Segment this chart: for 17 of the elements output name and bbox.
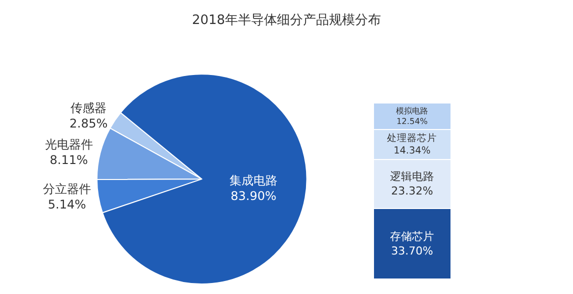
slice-label: 集成电路 — [229, 174, 278, 188]
data-label: 8.11% — [50, 152, 88, 167]
series-label: 模拟电路 — [396, 105, 428, 116]
data-label: 5.14% — [48, 198, 86, 212]
slice-label: 分立器件 — [42, 182, 91, 196]
data-label: 33.70% — [391, 244, 434, 258]
data-label: 2.85% — [69, 116, 108, 130]
chart-title: 2018年半导体细分产品规模分布 — [192, 12, 382, 28]
series-label: 逻辑电路 — [390, 170, 434, 184]
data-label: 83.90% — [230, 189, 276, 204]
series-label: 处理器芯片 — [387, 132, 438, 144]
data-label: 23.32% — [391, 184, 434, 198]
series-label: 存储芯片 — [390, 230, 434, 244]
data-label: 12.54% — [396, 116, 428, 126]
data-label: 14.34% — [394, 146, 431, 157]
slice-label: 光电器件 — [44, 137, 93, 152]
slice-label: 传感器 — [70, 100, 107, 115]
